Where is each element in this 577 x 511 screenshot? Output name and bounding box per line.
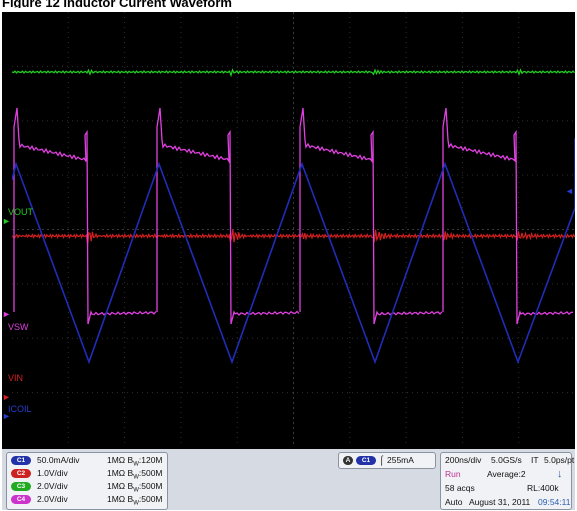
vsw-label: VSW (8, 322, 29, 332)
channel-impedance: 1MΩ (107, 468, 126, 478)
vin-level-marker: ► (2, 392, 11, 402)
channel-badge: C4 (11, 495, 31, 505)
horizontal-scale: 200ns/div (445, 455, 482, 465)
channel-impedance: 1MΩ (107, 494, 126, 504)
channel-bandwidth: :500M (138, 494, 163, 504)
icoil-trace (12, 138, 575, 365)
bandwidth-symbol: B (127, 481, 134, 491)
channel-bandwidth: :500M (138, 481, 163, 491)
oscilloscope-display: ► VOUT ► VSW VIN ► ICOIL ► ◄ C1 50.0mA/di… (2, 12, 575, 510)
interpolation-label: IT (531, 455, 539, 465)
vin-trace (12, 229, 575, 246)
vout-trace (12, 68, 575, 78)
vsw-level-marker: ► (2, 309, 11, 319)
channel-row[interactable]: C2 1.0V/div 1MΩ BW:500M (11, 467, 163, 481)
channel-scale: 2.0V/div (37, 481, 68, 491)
icoil-level-marker: ► (2, 411, 11, 421)
trigger-mode: Auto (445, 497, 463, 507)
record-length: RL:400k (527, 483, 559, 493)
trigger-level: 255mA (387, 455, 414, 465)
channel-scale: 1.0V/div (37, 468, 68, 478)
channel-bandwidth: :120M (138, 455, 163, 465)
channel-impedance: 1MΩ (107, 481, 126, 491)
channel-settings-panel[interactable]: C1 50.0mA/div 1MΩ BW:120M C2 1.0V/div 1MΩ BW… (6, 452, 168, 510)
bandwidth-symbol: B (127, 455, 134, 465)
waveform-plot (12, 12, 575, 447)
timebase-panel[interactable]: 200ns/div 5.0GS/s IT 5.0ps/pt Run Averag… (440, 452, 575, 510)
rising-edge-icon: ⌠ (379, 455, 385, 465)
trigger-panel[interactable]: A C1 ⌠ 255mA (338, 452, 436, 469)
channel-row[interactable]: C1 50.0mA/div 1MΩ BW:120M (11, 454, 163, 468)
channel-badge: C3 (11, 482, 31, 492)
bandwidth-subscript: W (133, 474, 139, 481)
time-per-point: 5.0ps/pt (544, 455, 575, 465)
capture-date: August 31, 2011 (469, 497, 531, 507)
bandwidth-symbol: B (127, 468, 134, 478)
channel-impedance: 1MΩ (107, 455, 126, 465)
waveform-canvas (12, 12, 575, 447)
channel-bandwidth: :500M (138, 468, 163, 478)
sample-rate: 5.0GS/s (491, 455, 522, 465)
trigger-mode-badge: A (343, 456, 353, 465)
vout-level-marker: ► (2, 216, 11, 226)
acquisition-state: Run (445, 469, 461, 479)
channel-badge: C1 (11, 456, 31, 466)
status-bar: C1 50.0mA/div 1MΩ BW:120M C2 1.0V/div 1MΩ BW… (2, 449, 575, 510)
channel-badge: C2 (11, 469, 31, 479)
figure-title: Figure 12 Inductor Current Waveform (2, 0, 232, 8)
vsw-trace (13, 107, 574, 325)
bandwidth-subscript: W (133, 500, 139, 507)
acquisition-count: 58 acqs (445, 483, 475, 493)
bandwidth-subscript: W (133, 461, 139, 468)
down-arrow-icon: ↓ (557, 468, 563, 480)
channel-row[interactable]: C3 2.0V/div 1MΩ BW:500M (11, 480, 163, 494)
trigger-level-marker: ◄ (565, 186, 574, 196)
channel-scale: 50.0mA/div (37, 455, 80, 465)
bandwidth-symbol: B (127, 494, 134, 504)
capture-time: 09:54:11 (538, 497, 571, 507)
icoil-label: ICOIL (8, 404, 32, 414)
channel-row[interactable]: C4 2.0V/div 1MΩ BW:500M (11, 493, 163, 507)
trigger-channel-badge: C1 (356, 456, 376, 465)
vout-label: VOUT (8, 207, 34, 217)
acquisition-average: Average:2 (487, 469, 526, 479)
bandwidth-subscript: W (133, 487, 139, 494)
vin-label: VIN (8, 373, 24, 383)
channel-scale: 2.0V/div (37, 494, 68, 504)
